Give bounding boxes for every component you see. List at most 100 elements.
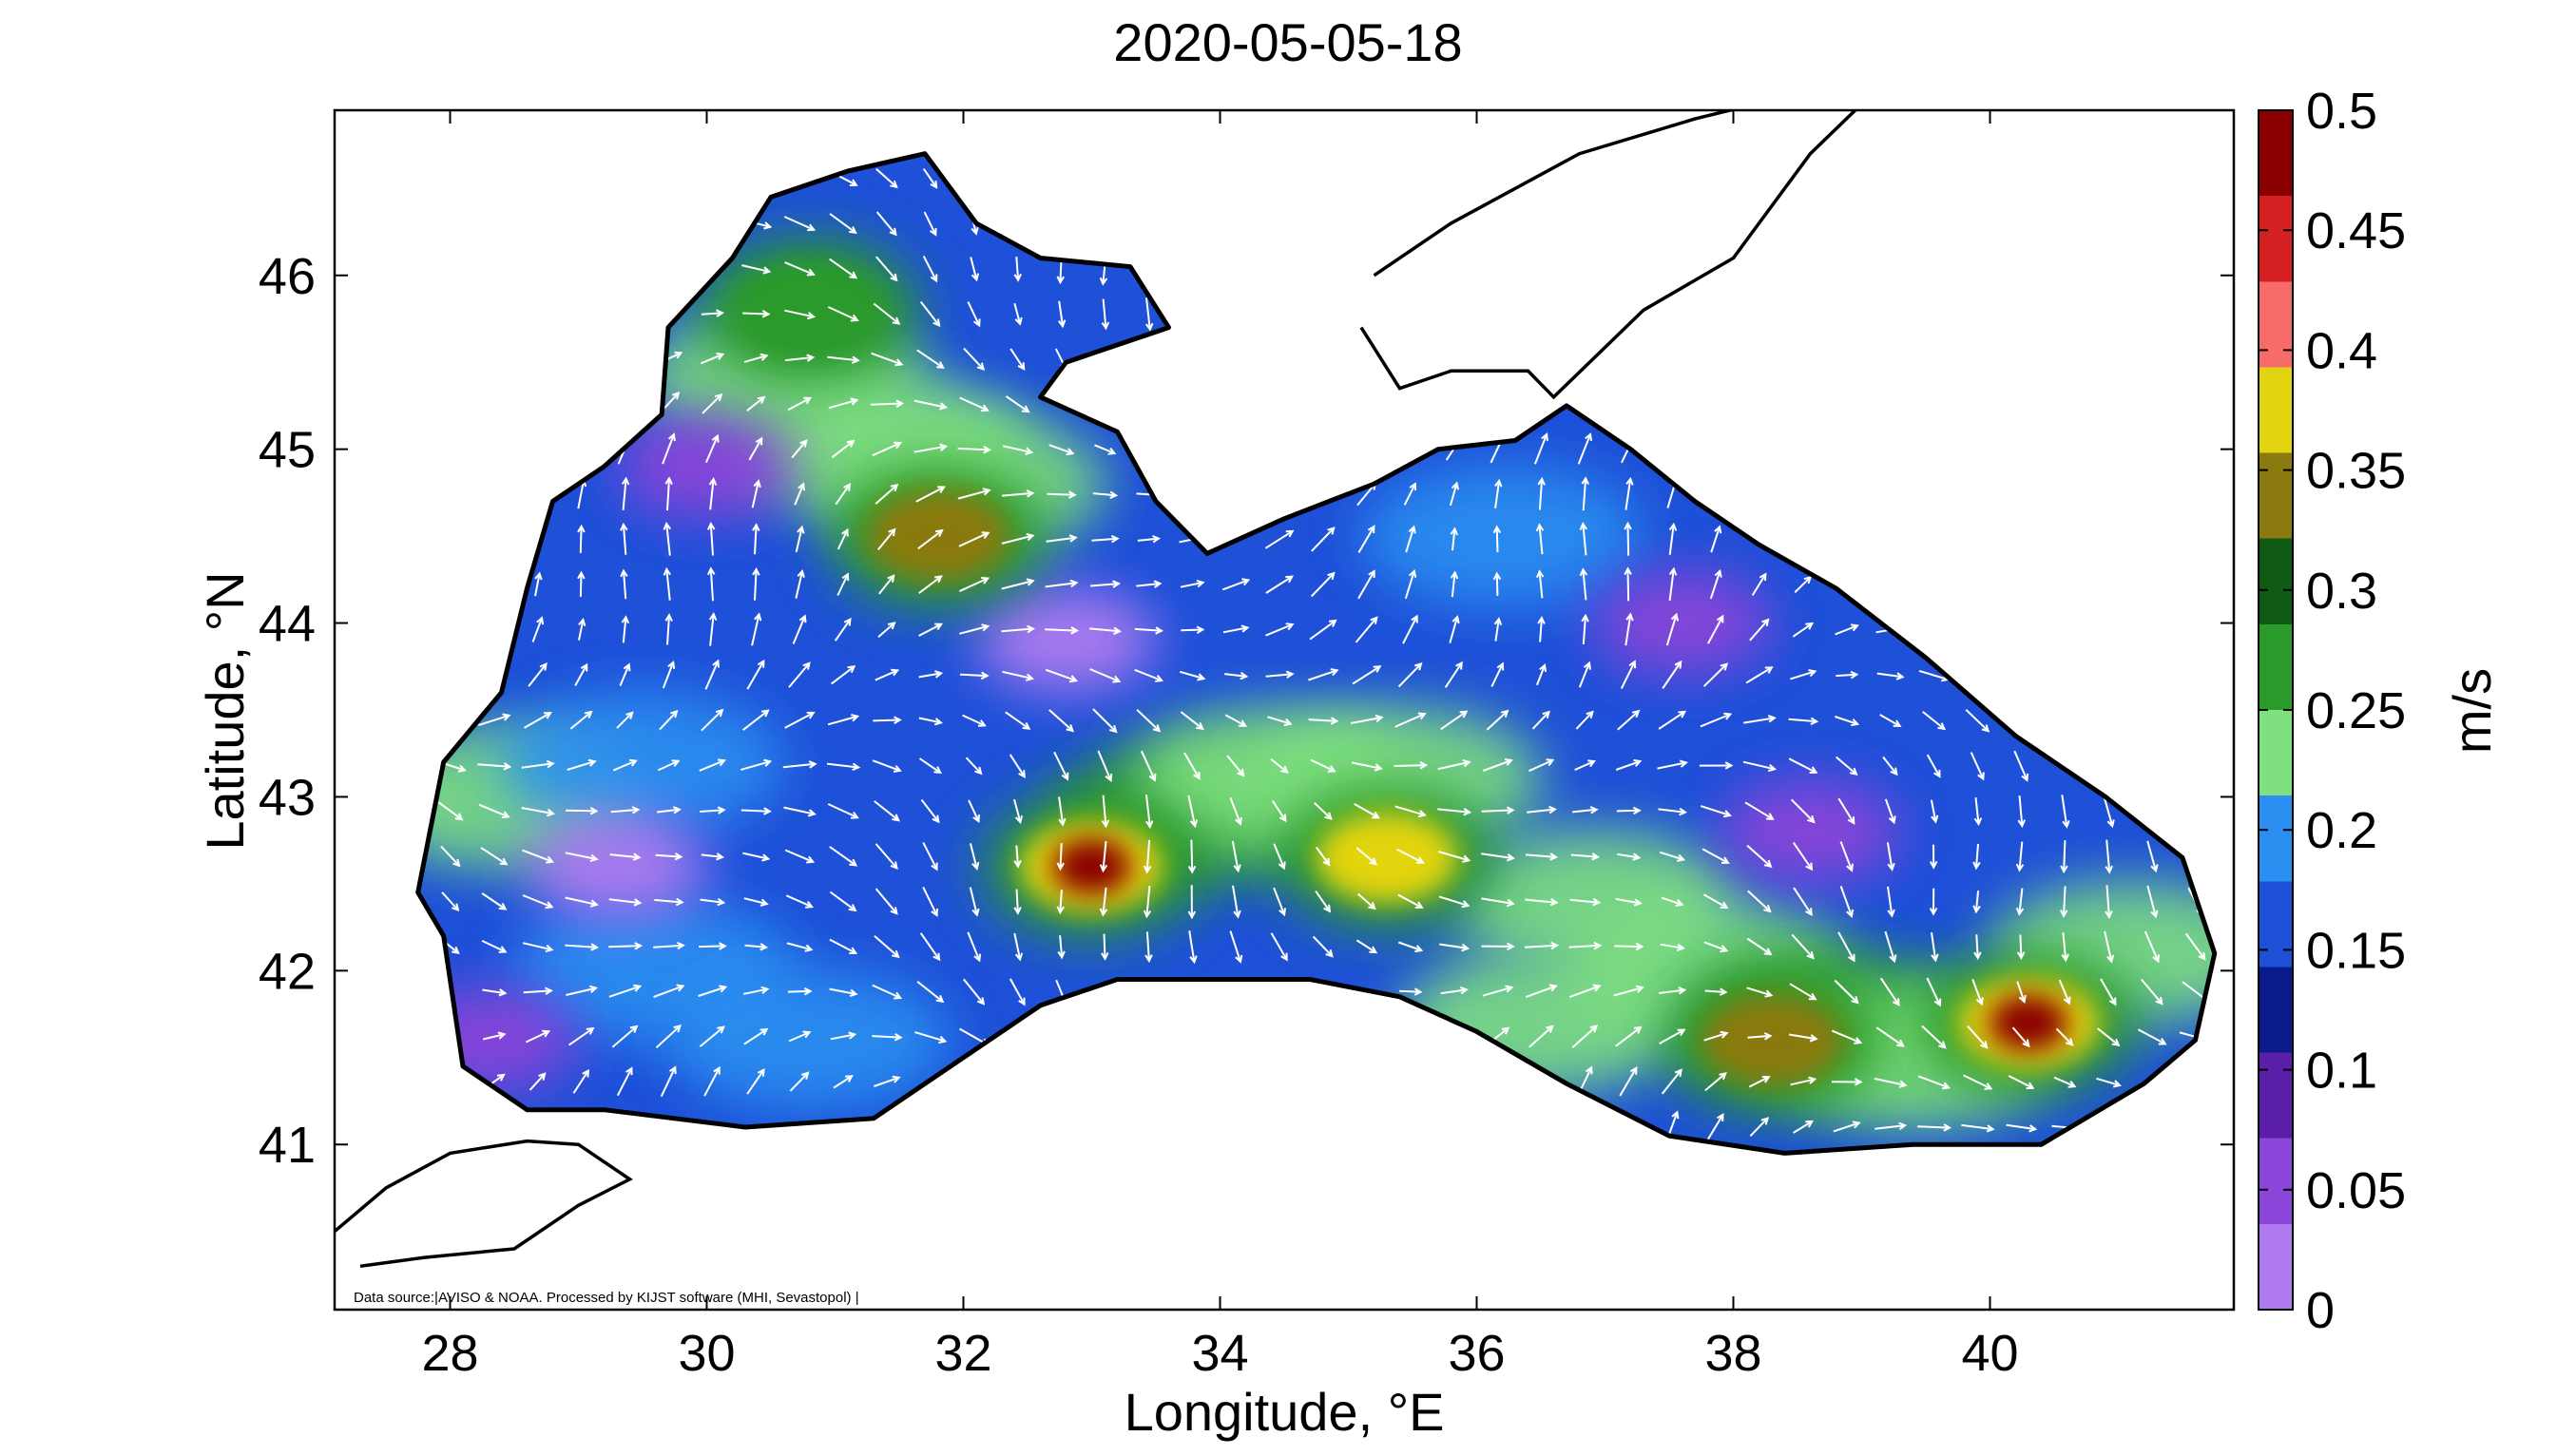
velocity-arrow-head [1579,567,1588,577]
y-tick-label: 43 [259,769,316,826]
velocity-arrow [873,718,900,722]
velocity-arrow [700,898,724,904]
velocity-arrow [622,524,627,555]
velocity-arrow [522,894,552,909]
velocity-arrow [919,300,940,327]
velocity-arrow [1490,662,1504,687]
velocity-arrow [1355,617,1378,643]
velocity-arrow-head [1507,942,1515,951]
velocity-arrow-head [545,901,554,910]
velocity-arrow-head [1152,534,1161,544]
velocity-arrow [1835,756,1857,776]
velocity-arrow-head [1888,815,1896,825]
velocity-arrow-head [980,404,990,412]
x-axis: 28 30 32 34 36 38 40 [421,110,2019,1382]
velocity-arrow [1351,761,1382,770]
velocity-arrow [700,809,724,813]
velocity-arrow-head [454,813,464,821]
velocity-arrow [1710,526,1721,553]
velocity-arrow [1136,583,1161,587]
velocity-arrow-head [1668,522,1678,531]
velocity-arrow [1486,710,1509,731]
velocity-arrow-head [971,226,979,236]
velocity-arrow-head [799,439,808,448]
velocity-arrow-head [1285,670,1295,679]
velocity-arrow [875,669,898,681]
velocity-arrow-head [797,525,805,534]
velocity-arrow-head [1153,580,1163,588]
velocity-arrow [1539,618,1543,642]
velocity-arrow [1352,665,1381,685]
velocity-arrow-head [1462,758,1471,768]
velocity-arrow-head [1716,1113,1724,1121]
velocity-arrow-head [1017,362,1026,371]
velocity-arrow [875,211,897,236]
velocity-arrow-head [1895,672,1905,680]
velocity-arrow-head [2112,1080,2122,1088]
velocity-arrow [1440,988,1467,995]
velocity-arrow-head [1714,525,1722,534]
velocity-arrow-head [1414,661,1423,671]
velocity-arrow [703,1067,721,1097]
velocity-arrow-head [932,814,940,824]
velocity-arrow [1789,983,1817,1001]
velocity-arrow [577,480,586,509]
colorbar: 0 0.05 0.1 0.15 0.2 0.25 0.3 0.35 0.4 0.45 0.5 m/s [2258,83,2502,1339]
velocity-arrow-head [845,1075,854,1082]
velocity-arrow [915,486,945,503]
velocity-arrow [783,806,816,815]
velocity-arrow [1657,761,1687,770]
velocity-arrow-head [1808,669,1817,678]
velocity-arrow [662,433,675,465]
velocity-arrow [874,800,899,821]
velocity-arrow [1397,941,1422,951]
velocity-arrow-head [1235,954,1243,964]
velocity-arrow-head [1370,616,1378,624]
velocity-arrow-head [457,764,467,773]
colorbar-tick-label: 0.15 [2306,922,2406,979]
velocity-arrow-head [760,709,770,718]
velocity-arrow-head [2108,997,2117,1006]
velocity-arrow [610,808,639,814]
x-tick-label: 28 [421,1325,478,1382]
velocity-arrow-head [667,660,676,669]
velocity-arrow-head [1592,984,1602,992]
velocity-arrow-head [717,1025,725,1034]
velocity-arrow-head [1461,943,1471,952]
velocity-arrow [1053,751,1068,780]
velocity-arrow-head [1808,992,1817,1001]
velocity-arrow [653,944,683,948]
velocity-arrow [1574,760,1595,772]
velocity-arrow [1835,716,1858,725]
velocity-arrow-head [1026,578,1035,586]
velocity-arrow [1270,757,1288,774]
velocity-arrow [958,531,990,547]
velocity-arrow [1700,805,1731,816]
velocity-arrow-head [1056,906,1065,915]
velocity-arrow-head [1854,1078,1863,1086]
velocity-arrow [569,711,592,730]
velocity-arrow [959,673,988,678]
velocity-arrow [1315,891,1331,912]
velocity-arrow [788,1031,810,1043]
velocity-arrow-head [1492,525,1502,534]
velocity-arrow-head [1056,276,1065,285]
velocity-arrow [1792,623,1813,638]
velocity-arrow-head [932,952,941,962]
velocity-arrow-head [972,318,981,328]
velocity-arrow-head [1285,623,1295,631]
velocity-arrow [1397,893,1423,909]
velocity-arrow-head [1240,624,1250,633]
velocity-arrow-head [1537,616,1546,624]
velocity-arrow-head [806,711,816,719]
velocity-arrow [913,445,947,453]
y-axis: 41 42 43 44 45 46 [259,248,2234,1174]
velocity-arrow-head [2067,1080,2077,1088]
velocity-arrow-head [586,1026,595,1035]
velocity-arrow [918,575,942,594]
velocity-arrow-head [1887,909,1895,918]
velocity-arrow-head [852,762,861,772]
velocity-arrow-head [1589,806,1599,814]
velocity-arrow [2061,795,2068,827]
velocity-arrow [1525,853,1557,858]
